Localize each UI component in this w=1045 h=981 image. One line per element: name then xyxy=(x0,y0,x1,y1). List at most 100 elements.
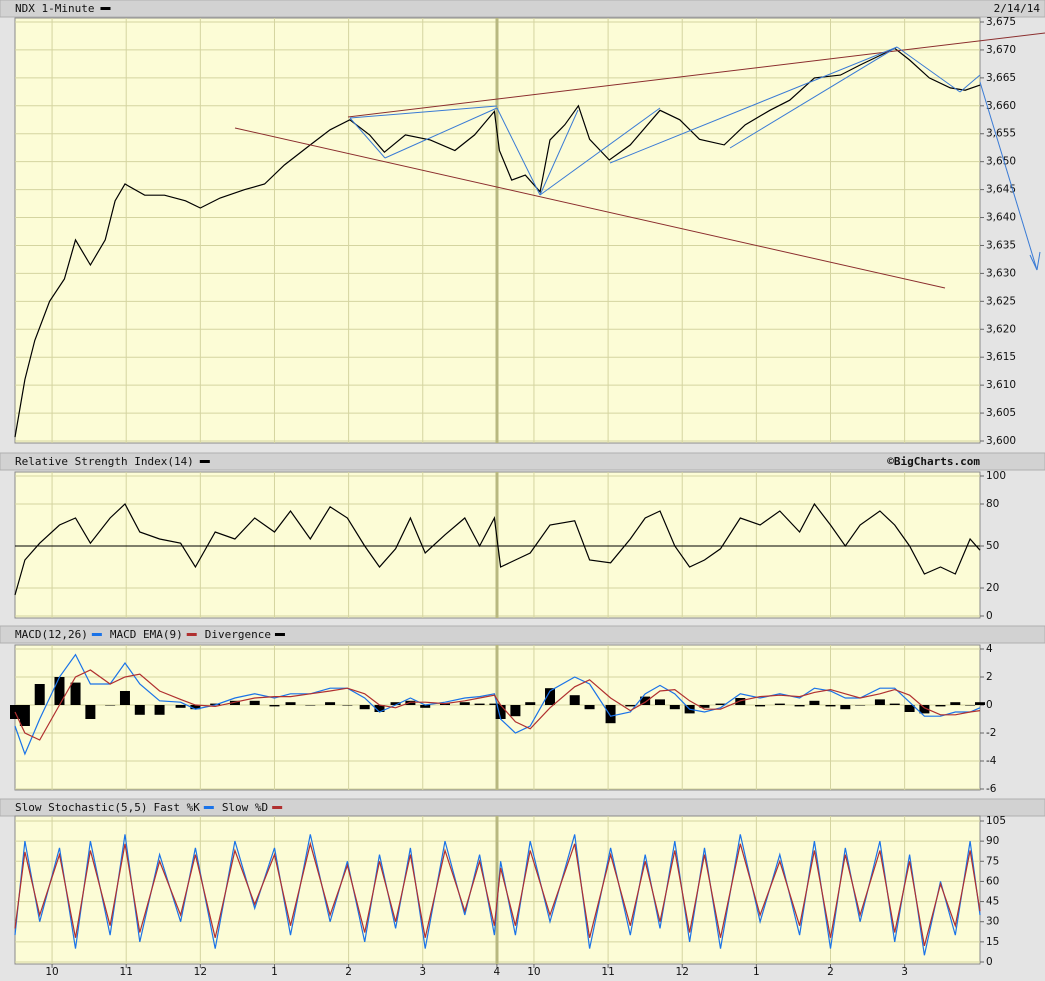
divergence-bar xyxy=(625,705,636,707)
y-tick-label: 3,640 xyxy=(986,212,1016,224)
y-tick-label: 80 xyxy=(986,498,999,510)
divergence-bar xyxy=(855,705,866,706)
divergence-bar xyxy=(965,705,976,706)
x-tick-label: 10 xyxy=(527,966,540,978)
y-tick-label: 3,665 xyxy=(986,72,1016,84)
panel-title: Relative Strength Index(14) xyxy=(15,455,194,468)
trendline xyxy=(234,127,946,289)
divergence-bar xyxy=(975,702,985,705)
x-tick-label: 10 xyxy=(45,966,58,978)
divergence-bar xyxy=(359,705,370,710)
divergence-bar xyxy=(715,703,726,705)
divergence-bar xyxy=(269,705,280,707)
y-tick-label: 3,615 xyxy=(986,351,1016,363)
divergence-bar xyxy=(459,702,470,705)
divergence-bar xyxy=(305,705,316,706)
legend-label: Slow %D xyxy=(222,801,268,814)
legend-swatch xyxy=(91,633,102,636)
divergence-bar xyxy=(19,705,30,726)
y-tick-label: 75 xyxy=(986,855,999,867)
y-tick-label: 3,610 xyxy=(986,379,1016,391)
divergence-bar xyxy=(774,703,785,705)
divergence-bar xyxy=(510,705,521,717)
y-tick-label: 20 xyxy=(986,582,999,594)
legend-label: MACD EMA(9) xyxy=(110,628,183,641)
x-tick-label: 2 xyxy=(827,966,834,978)
divergence-bar xyxy=(229,700,240,705)
y-tick-label: 100 xyxy=(986,470,1006,482)
x-tick-label: 2 xyxy=(345,966,352,978)
y-tick-label: 0 xyxy=(986,956,993,968)
panel-title: NDX 1-Minute xyxy=(15,2,94,15)
y-tick-label: 3,635 xyxy=(986,239,1016,251)
trendline xyxy=(349,117,386,159)
legend-swatch xyxy=(186,633,197,636)
divergence-bar xyxy=(134,705,145,715)
panel-header xyxy=(0,452,1045,471)
divergence-bar xyxy=(54,677,65,705)
trendline xyxy=(729,46,898,149)
trendline xyxy=(347,32,1045,118)
panel-header xyxy=(0,625,1045,644)
y-tick-label: 45 xyxy=(986,896,999,908)
legend-swatch xyxy=(100,7,111,10)
trendline xyxy=(896,46,961,93)
legend-swatch xyxy=(203,806,214,809)
divergence-bar xyxy=(405,700,416,705)
divergence-bar xyxy=(495,705,506,719)
divergence-bar xyxy=(825,705,836,707)
divergence-bar xyxy=(210,703,221,705)
y-tick-label: -4 xyxy=(986,755,997,767)
series-line xyxy=(14,841,981,947)
x-tick-label: 12 xyxy=(676,966,689,978)
y-tick-label: 3,645 xyxy=(986,184,1016,196)
divergence-bar xyxy=(474,703,485,705)
trendline xyxy=(539,107,661,196)
trendline xyxy=(349,105,498,119)
divergence-bar xyxy=(70,682,81,705)
y-tick-label: 3,630 xyxy=(986,267,1016,279)
divergence-bar xyxy=(525,702,536,705)
trendline xyxy=(959,74,981,93)
y-tick-label: 3,670 xyxy=(986,44,1016,56)
y-tick-label: 3,600 xyxy=(986,435,1016,447)
y-tick-label: 3,675 xyxy=(986,16,1016,28)
y-tick-label: 3,605 xyxy=(986,407,1016,419)
divergence-bar xyxy=(85,705,96,719)
legend-label: Divergence xyxy=(205,628,271,641)
y-tick-label: 2 xyxy=(986,671,993,683)
x-tick-label: 11 xyxy=(601,966,614,978)
y-tick-label: 90 xyxy=(986,835,999,847)
y-tick-label: 3,650 xyxy=(986,156,1016,168)
trendline xyxy=(609,46,898,164)
divergence-bar xyxy=(840,705,851,710)
y-tick-label: 105 xyxy=(986,815,1006,827)
price-line xyxy=(14,47,981,438)
x-tick-label: 11 xyxy=(120,966,133,978)
divergence-bar xyxy=(545,688,556,705)
divergence-bar xyxy=(105,705,116,706)
panel-header xyxy=(0,0,1045,18)
trendline xyxy=(384,107,498,159)
divergence-bar xyxy=(584,705,595,710)
series-line xyxy=(14,834,981,956)
x-tick-label: 4 xyxy=(494,966,501,978)
y-tick-label: 3,655 xyxy=(986,128,1016,140)
divergence-bar xyxy=(285,702,296,705)
divergence-bar xyxy=(342,705,353,706)
divergence-bar xyxy=(420,705,431,708)
divergence-bar xyxy=(489,703,500,705)
divergence-bar xyxy=(605,705,616,724)
divergence-bar xyxy=(755,705,766,707)
divergence-bar xyxy=(374,705,385,712)
divergence-bar xyxy=(699,705,710,708)
x-tick-label: 12 xyxy=(194,966,207,978)
trendline xyxy=(496,107,541,196)
divergence-bar xyxy=(669,705,680,710)
trendline xyxy=(1029,254,1038,271)
divergence-bar xyxy=(34,684,45,705)
y-tick-label: -2 xyxy=(986,727,996,739)
divergence-bar xyxy=(950,702,961,705)
x-tick-label: 1 xyxy=(271,966,278,978)
y-tick-label: 3,660 xyxy=(986,100,1016,112)
